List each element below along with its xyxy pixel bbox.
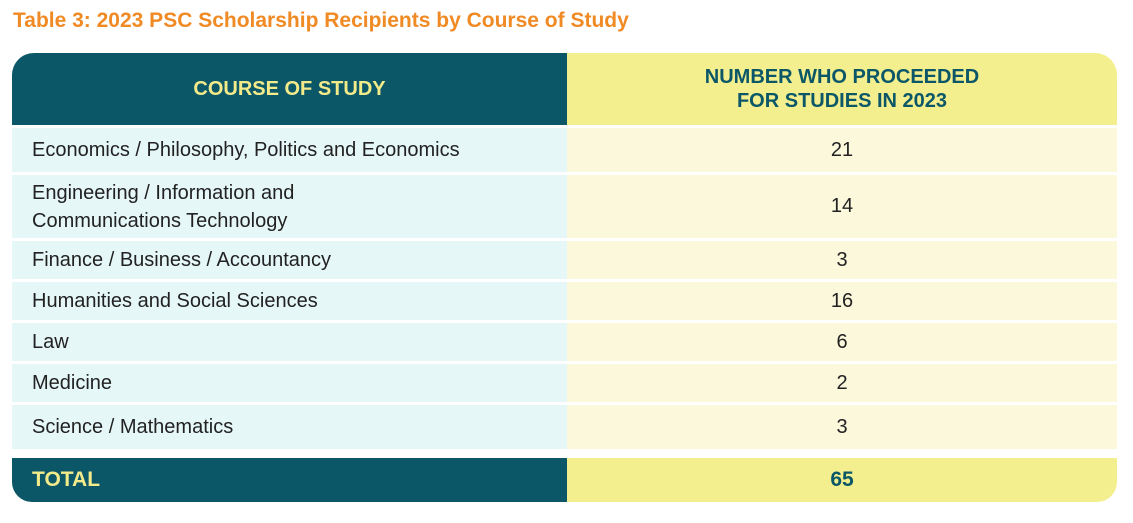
header-course-of-study: COURSE OF STUDY (12, 53, 567, 125)
course-name: Humanities and Social Sciences (32, 290, 318, 312)
total-row: TOTAL 65 (12, 458, 1117, 502)
table-header: COURSE OF STUDY NUMBER WHO PROCEEDED FOR… (12, 53, 1117, 125)
course-cell: Medicine (12, 364, 567, 402)
course-name: Law (32, 331, 69, 353)
count-cell: 3 (567, 405, 1117, 449)
count-cell: 16 (567, 282, 1117, 320)
table-row: Law 6 (12, 323, 1117, 361)
total-count: 65 (567, 458, 1117, 502)
count-cell: 3 (567, 241, 1117, 279)
course-name: Medicine (32, 372, 113, 394)
header-number-line-2: FOR STUDIES IN 2023 (736, 90, 948, 112)
scholarship-table: COURSE OF STUDY NUMBER WHO PROCEEDED FOR… (12, 53, 1117, 502)
count-cell: 6 (567, 323, 1117, 361)
course-name-line-2: Communications Technology (32, 209, 288, 232)
course-cell: Engineering / Information and Communicat… (12, 175, 567, 238)
table-row: Finance / Business / Accountancy 3 (12, 241, 1117, 279)
course-cell: Science / Mathematics (12, 405, 567, 449)
course-name-line-1: Engineering / Information and (32, 181, 295, 204)
count-cell: 14 (567, 175, 1117, 238)
course-cell: Humanities and Social Sciences (12, 282, 567, 320)
table-title: Table 3: 2023 PSC Scholarship Recipients… (13, 9, 629, 32)
header-number-line-1: NUMBER WHO PROCEEDED (704, 66, 980, 88)
header-number-proceeded: NUMBER WHO PROCEEDED FOR STUDIES IN 2023 (567, 53, 1117, 125)
table-row: Medicine 2 (12, 364, 1117, 402)
course-cell: Law (12, 323, 567, 361)
table-row: Science / Mathematics 3 (12, 405, 1117, 449)
table-row: Economics / Philosophy, Politics and Eco… (12, 128, 1117, 172)
total-label: TOTAL (12, 458, 567, 502)
table-row: Humanities and Social Sciences 16 (12, 282, 1117, 320)
course-cell: Economics / Philosophy, Politics and Eco… (12, 128, 567, 172)
count-cell: 2 (567, 364, 1117, 402)
course-name: Science / Mathematics (32, 416, 234, 438)
course-name: Economics / Philosophy, Politics and Eco… (32, 139, 460, 161)
count-cell: 21 (567, 128, 1117, 172)
course-cell: Finance / Business / Accountancy (12, 241, 567, 279)
table-row: Engineering / Information and Communicat… (12, 175, 1117, 238)
course-name: Finance / Business / Accountancy (32, 249, 332, 271)
